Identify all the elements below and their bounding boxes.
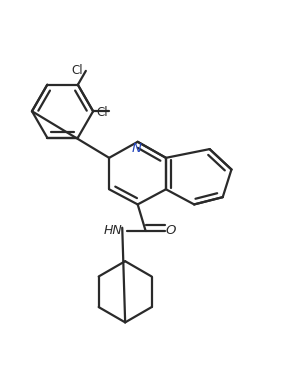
Text: HN: HN	[104, 224, 123, 237]
Text: N: N	[131, 142, 141, 155]
Text: Cl: Cl	[71, 65, 83, 78]
Text: Cl: Cl	[96, 106, 108, 119]
Text: O: O	[165, 224, 176, 237]
